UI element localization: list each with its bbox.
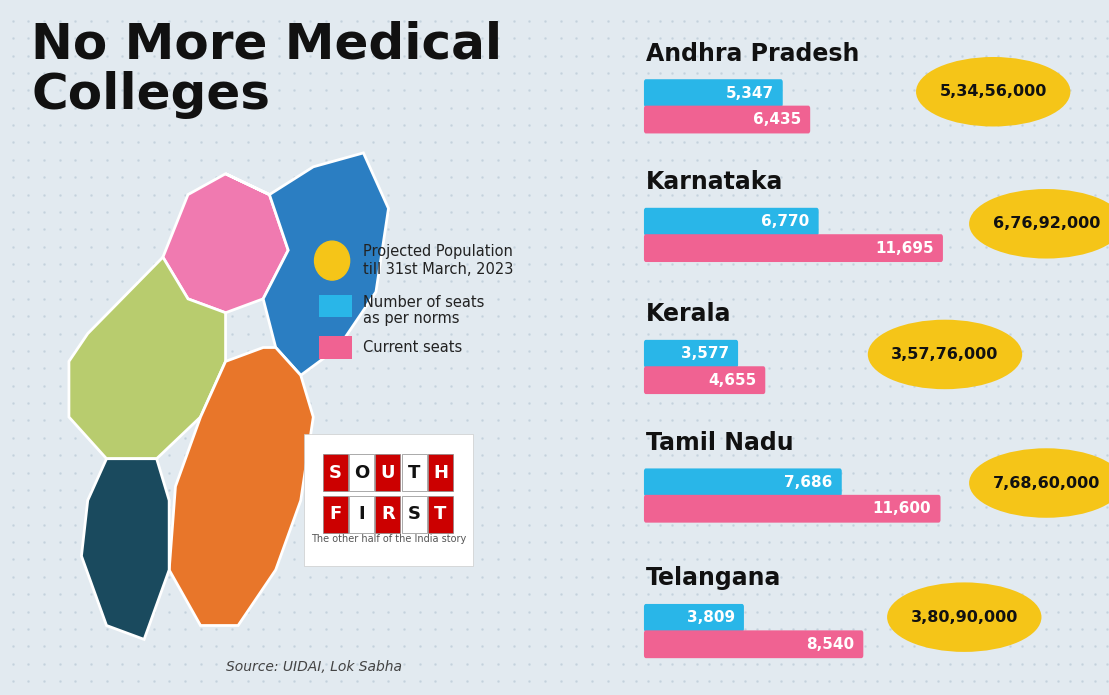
Text: Karnataka: Karnataka bbox=[645, 170, 783, 195]
Text: R: R bbox=[381, 505, 395, 523]
Polygon shape bbox=[81, 459, 170, 639]
Text: 5,34,56,000: 5,34,56,000 bbox=[939, 84, 1047, 99]
FancyBboxPatch shape bbox=[644, 604, 744, 632]
Text: Telangana: Telangana bbox=[645, 566, 781, 591]
Ellipse shape bbox=[916, 57, 1070, 126]
FancyBboxPatch shape bbox=[304, 434, 474, 566]
Text: till 31st March, 2023: till 31st March, 2023 bbox=[364, 262, 513, 277]
Text: 5,347: 5,347 bbox=[725, 85, 774, 101]
FancyBboxPatch shape bbox=[644, 79, 783, 107]
FancyBboxPatch shape bbox=[644, 234, 943, 262]
Text: Projected Population: Projected Population bbox=[364, 244, 513, 259]
Text: No More Medical
Colleges: No More Medical Colleges bbox=[31, 21, 502, 119]
Ellipse shape bbox=[887, 582, 1041, 652]
Text: 7,686: 7,686 bbox=[784, 475, 833, 490]
Bar bbox=[349, 455, 374, 491]
Text: 11,600: 11,600 bbox=[873, 501, 932, 516]
Text: 4,655: 4,655 bbox=[708, 373, 756, 388]
FancyBboxPatch shape bbox=[319, 336, 352, 359]
Bar bbox=[323, 496, 348, 532]
Ellipse shape bbox=[969, 189, 1109, 259]
Text: Source: UIDAI, Lok Sabha: Source: UIDAI, Lok Sabha bbox=[225, 660, 401, 674]
Text: as per norms: as per norms bbox=[364, 311, 460, 326]
Text: F: F bbox=[329, 505, 342, 523]
Bar bbox=[401, 496, 427, 532]
Bar bbox=[428, 496, 452, 532]
FancyBboxPatch shape bbox=[644, 366, 765, 394]
Text: Tamil Nadu: Tamil Nadu bbox=[645, 431, 794, 455]
Text: 3,809: 3,809 bbox=[686, 610, 735, 626]
FancyBboxPatch shape bbox=[319, 295, 352, 317]
FancyBboxPatch shape bbox=[644, 630, 863, 658]
Polygon shape bbox=[170, 348, 313, 626]
Ellipse shape bbox=[969, 448, 1109, 518]
FancyBboxPatch shape bbox=[644, 340, 739, 368]
Text: 6,435: 6,435 bbox=[753, 112, 801, 127]
Polygon shape bbox=[69, 257, 225, 459]
Text: I: I bbox=[358, 505, 365, 523]
Text: U: U bbox=[380, 464, 395, 482]
Text: S: S bbox=[328, 464, 342, 482]
FancyBboxPatch shape bbox=[644, 468, 842, 496]
Bar bbox=[375, 496, 400, 532]
Polygon shape bbox=[163, 174, 288, 313]
FancyBboxPatch shape bbox=[644, 495, 940, 523]
Bar bbox=[375, 455, 400, 491]
Text: T: T bbox=[435, 505, 447, 523]
Text: 6,76,92,000: 6,76,92,000 bbox=[993, 216, 1100, 231]
FancyBboxPatch shape bbox=[644, 106, 811, 133]
FancyBboxPatch shape bbox=[644, 208, 818, 236]
Text: Number of seats: Number of seats bbox=[364, 295, 485, 310]
Text: Kerala: Kerala bbox=[645, 302, 731, 327]
Text: 3,577: 3,577 bbox=[681, 346, 729, 361]
Bar bbox=[349, 496, 374, 532]
Polygon shape bbox=[225, 153, 388, 375]
Circle shape bbox=[315, 241, 349, 280]
Text: Andhra Pradesh: Andhra Pradesh bbox=[645, 42, 859, 66]
Text: O: O bbox=[354, 464, 369, 482]
Bar bbox=[323, 455, 348, 491]
Text: H: H bbox=[433, 464, 448, 482]
Text: 7,68,60,000: 7,68,60,000 bbox=[993, 475, 1100, 491]
Ellipse shape bbox=[867, 320, 1022, 389]
Text: 3,57,76,000: 3,57,76,000 bbox=[892, 347, 999, 362]
Bar bbox=[428, 455, 452, 491]
Text: 11,695: 11,695 bbox=[875, 240, 934, 256]
Text: 8,540: 8,540 bbox=[806, 637, 854, 652]
Text: 3,80,90,000: 3,80,90,000 bbox=[910, 610, 1018, 625]
Text: Current seats: Current seats bbox=[364, 340, 462, 355]
Text: The other half of the India story: The other half of the India story bbox=[311, 534, 466, 543]
Text: S: S bbox=[408, 505, 420, 523]
Text: T: T bbox=[408, 464, 420, 482]
Bar bbox=[401, 455, 427, 491]
Text: 6,770: 6,770 bbox=[761, 214, 810, 229]
